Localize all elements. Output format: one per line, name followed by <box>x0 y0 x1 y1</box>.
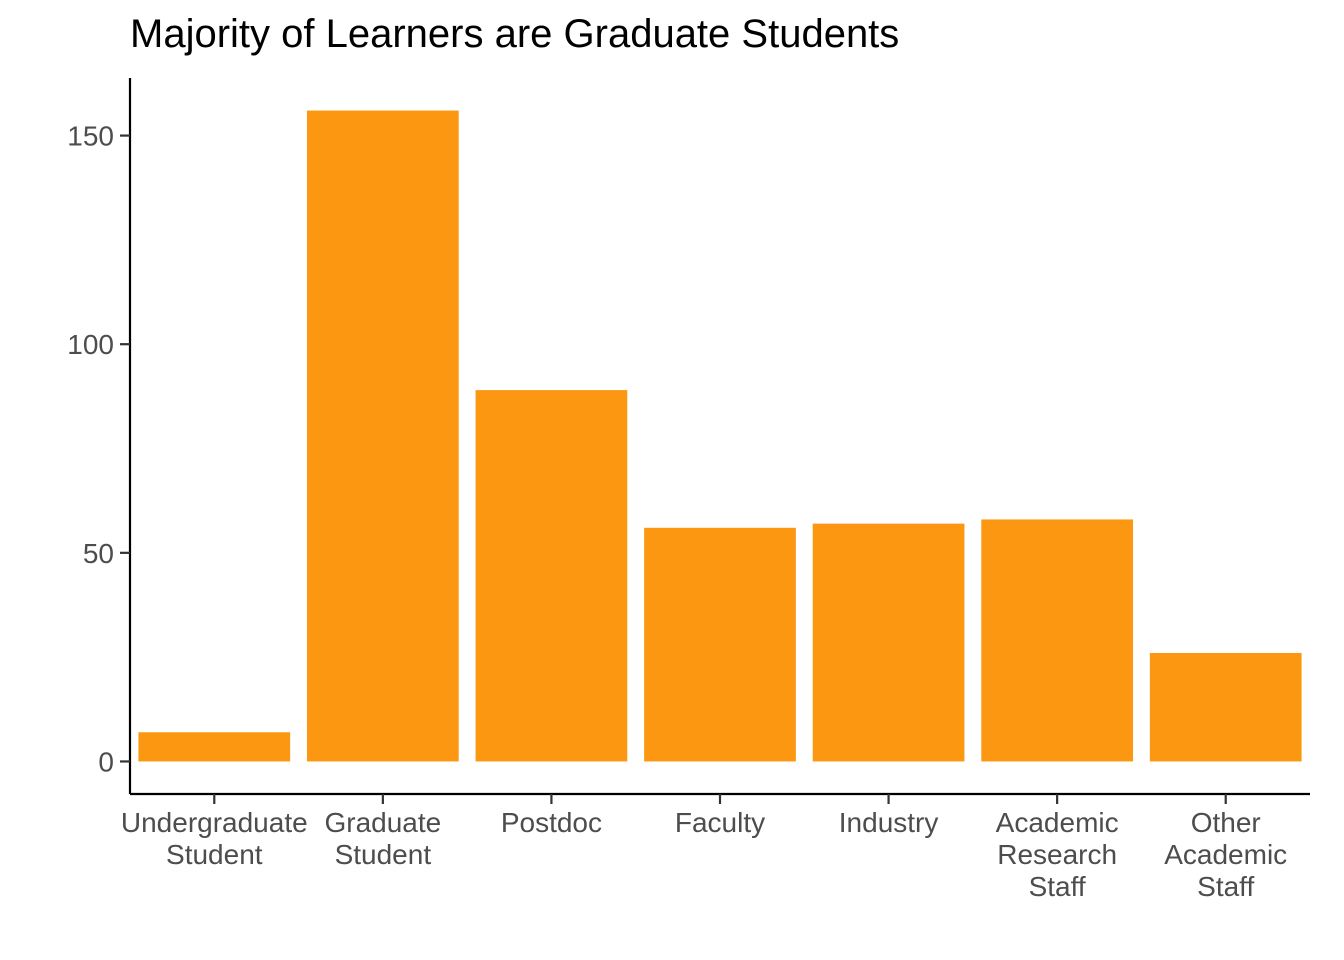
x-tick-label-line: Staff <box>1197 871 1254 902</box>
x-tick-label: Other Academic Staff <box>1164 807 1287 902</box>
chart-title: Majority of Learners are Graduate Studen… <box>130 12 900 56</box>
bar <box>307 110 459 762</box>
x-tick-label: Industry <box>839 807 939 838</box>
x-tick-label-line: Academic <box>1164 839 1287 870</box>
x-tick-label-line: Faculty <box>675 807 765 838</box>
bar <box>981 519 1133 762</box>
y-tick-label: 100 <box>67 329 114 360</box>
x-tick-label-line: Graduate <box>324 807 441 838</box>
x-tick-label-line: Industry <box>839 807 939 838</box>
bar <box>644 527 796 762</box>
x-tick-label-line: Student <box>166 839 263 870</box>
y-axis: 0 50 100 150 <box>67 78 132 794</box>
y-tick-label: 150 <box>67 121 114 152</box>
bars-group <box>138 110 1302 762</box>
x-tick-label: Graduate Student <box>324 807 441 870</box>
bar <box>812 523 965 762</box>
x-tick-label-line: Research <box>997 839 1117 870</box>
x-tick-label: Academic Research Staff <box>996 807 1119 902</box>
x-tick-label: Postdoc <box>501 807 602 838</box>
x-tick-label-line: Staff <box>1029 871 1086 902</box>
y-tick-label: 0 <box>98 746 114 777</box>
bar <box>1149 652 1302 762</box>
x-tick-label: Faculty <box>675 807 765 838</box>
x-tick-label-line: Student <box>335 839 432 870</box>
x-tick-label-line: Postdoc <box>501 807 602 838</box>
x-tick-label-line: Academic <box>996 807 1119 838</box>
x-tick-label-line: Other <box>1191 807 1261 838</box>
x-tick-label: Undergraduate Student <box>121 807 308 870</box>
bar <box>475 390 628 762</box>
x-tick-label-line: Undergraduate <box>121 807 308 838</box>
bar <box>138 732 291 762</box>
y-tick-label: 50 <box>83 538 114 569</box>
